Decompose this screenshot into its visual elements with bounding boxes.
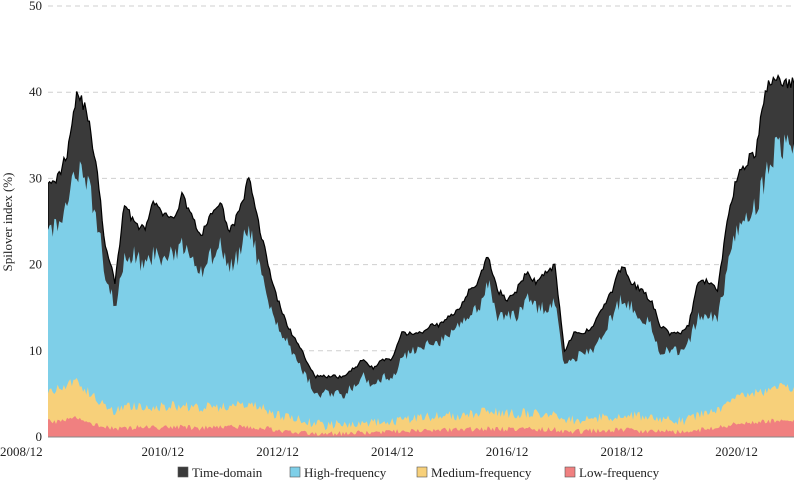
x-tick-label: 2020/12 xyxy=(715,444,758,459)
y-tick-label: 10 xyxy=(29,343,42,358)
legend-swatch xyxy=(416,466,428,478)
legend-item: Medium-frequency xyxy=(416,465,532,480)
x-tick-label: 2014/12 xyxy=(371,444,414,459)
legend-label: Medium-frequency xyxy=(431,465,532,480)
area-low-frequency xyxy=(48,416,794,437)
area-high-frequency xyxy=(48,134,794,437)
x-tick-label: 2012/12 xyxy=(256,444,299,459)
y-tick-label: 40 xyxy=(29,84,42,99)
legend-label: Low-frequency xyxy=(579,465,660,480)
legend-item: High-frequency xyxy=(289,465,387,480)
legend-label: Time-domain xyxy=(192,465,263,480)
y-axis-title: Spilover index (%) xyxy=(0,173,15,272)
y-tick-label: 20 xyxy=(29,257,42,272)
legend-label: High-frequency xyxy=(304,465,387,480)
y-tick-label: 0 xyxy=(36,429,43,444)
legend-item: Low-frequency xyxy=(564,465,660,480)
legend-swatch xyxy=(564,466,576,478)
area-layer xyxy=(48,73,794,437)
legend-swatch xyxy=(289,466,301,478)
y-tick-label: 30 xyxy=(29,170,42,185)
legend: Time-domain High-frequency Medium-frequenc… xyxy=(177,465,660,480)
x-tick-label: 2010/12 xyxy=(141,444,184,459)
x-tick-label: 2016/12 xyxy=(486,444,529,459)
y-tick-labels: 0 10 20 30 40 50 xyxy=(29,0,42,444)
legend-swatch xyxy=(177,466,189,478)
x-tick-labels: 2008/12 2010/12 2012/12 2014/12 2016/12 2018/… xyxy=(0,444,758,459)
x-tick-label: 2018/12 xyxy=(601,444,644,459)
x-tick-label: 2008/12 xyxy=(0,444,43,459)
y-tick-label: 50 xyxy=(29,0,42,13)
area-medium-frequency xyxy=(48,378,794,437)
legend-item: Time-domain xyxy=(177,465,263,480)
